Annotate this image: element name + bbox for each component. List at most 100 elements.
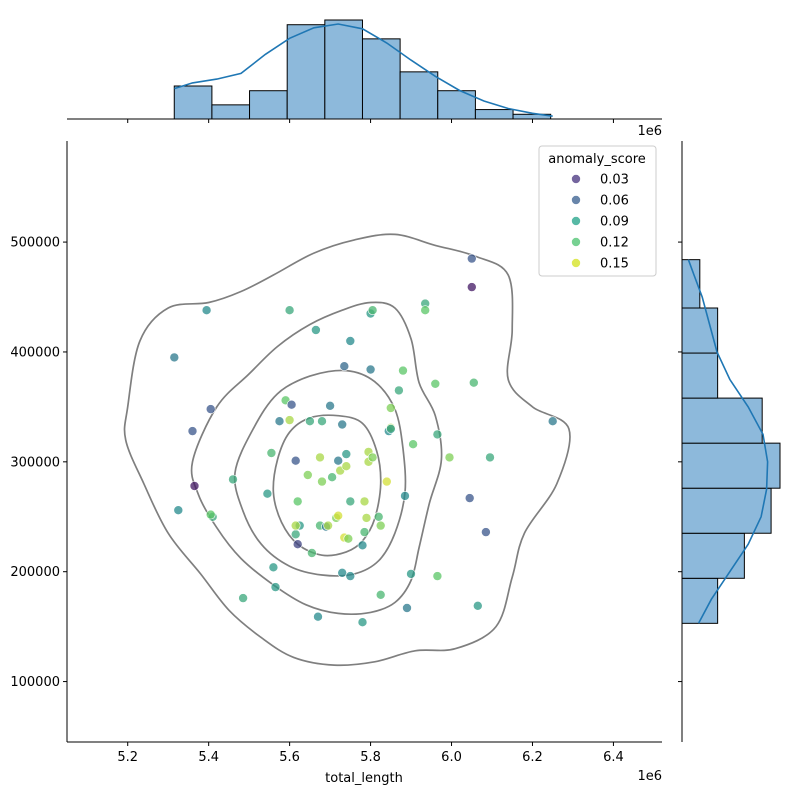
scatter-point [406, 569, 416, 579]
scatter-point [341, 449, 352, 459]
scatter-point [385, 403, 396, 413]
kde-contour [123, 233, 571, 667]
scatter-point [472, 600, 483, 611]
y-tick-label: 300000 [10, 455, 60, 470]
scatter-point [468, 377, 479, 388]
x-tick-label: 5.2 [117, 750, 138, 765]
scatter-point [385, 424, 396, 434]
scatter-point [317, 476, 327, 487]
scatter-point [311, 325, 321, 335]
scatter-point [189, 481, 200, 491]
legend-label: 0.09 [600, 215, 629, 230]
legend-label: 0.12 [600, 236, 629, 251]
scatter-point [173, 505, 184, 516]
y-tick-label: 500000 [10, 236, 60, 251]
scatter-point [361, 513, 372, 523]
y-hist-bar [681, 532, 745, 579]
scatter-point [343, 533, 354, 544]
scatter-point [305, 416, 315, 427]
scatter-point [357, 617, 368, 628]
scatter-point [400, 491, 410, 501]
scatter-point [481, 527, 491, 537]
scatter-point [367, 305, 378, 316]
scatter-point [327, 472, 337, 483]
scatter-point [205, 509, 216, 520]
y-kde-line [687, 259, 769, 624]
scatter-point [359, 527, 370, 537]
kde-contour [190, 301, 443, 615]
y-hist-bar [681, 577, 719, 624]
legend-marker [571, 216, 581, 226]
scatter-point [284, 415, 295, 425]
y-marginal-histogram [678, 141, 781, 742]
scatter-point [444, 452, 455, 463]
scatter-point [333, 510, 344, 521]
scatter-point [432, 571, 443, 581]
y-hist-bar [681, 352, 719, 399]
y-hist-bar [681, 442, 781, 489]
y-tick-label: 100000 [10, 675, 60, 690]
legend-marker [571, 258, 581, 268]
scatter-point [307, 548, 317, 558]
y-tick-label: 200000 [10, 565, 60, 580]
scatter-point [315, 452, 325, 463]
legend-title: anomaly_score [548, 152, 646, 167]
scatter-point [381, 476, 392, 487]
scatter-point [432, 429, 443, 440]
kde-contour [272, 414, 382, 557]
legend-label: 0.03 [600, 173, 629, 188]
scatter-point [359, 496, 370, 507]
kde-contours [123, 233, 571, 667]
scatter-point [373, 511, 384, 522]
scatter-point [333, 455, 344, 466]
scatter-point [266, 448, 277, 458]
scatter-point [270, 582, 281, 592]
x-kde-line [174, 23, 553, 117]
scatter-point [290, 520, 301, 531]
x-tick-label: 5.8 [360, 750, 381, 765]
legend-marker [571, 237, 581, 247]
scatter-point [302, 470, 313, 480]
scatter-point [466, 253, 477, 264]
x-hist-bar [399, 71, 439, 120]
scatter-point [169, 352, 180, 363]
scatter-point [341, 461, 352, 472]
scatter-points [169, 253, 558, 628]
scatter-point [325, 400, 335, 411]
scatter-point [201, 305, 212, 316]
scatter-point [357, 540, 368, 551]
x-hist-bar [249, 90, 288, 120]
axes: 5.2 5.4 5.6 5.8 6.0 6.2 6.4 100000 200000 300000 4… [10, 141, 662, 765]
scatter-point [547, 416, 558, 427]
scatter-point [292, 496, 303, 507]
scatter-point [398, 365, 408, 376]
scatter-point [345, 496, 356, 507]
y-hist-bar [681, 397, 763, 444]
scatter-point [394, 385, 404, 396]
scatter-point [339, 361, 350, 372]
legend-box [538, 145, 657, 277]
legend-marker [571, 195, 581, 205]
x-tick-label: 5.6 [279, 750, 300, 765]
scatter-point [402, 603, 412, 613]
scatter-point [284, 305, 295, 316]
y-tick-label: 400000 [10, 345, 60, 360]
x-axis-label: total_length [325, 771, 403, 786]
x-hist-bar [361, 38, 401, 120]
scatter-point [365, 364, 376, 375]
legend-marker [571, 174, 581, 184]
scatter-point [228, 474, 238, 485]
scatter-point [268, 562, 279, 573]
scatter-point [290, 529, 301, 540]
scatter-point [464, 493, 475, 503]
y-hist-bar [681, 487, 772, 534]
x-marginal-histogram [67, 19, 662, 123]
scatter-point [205, 404, 216, 414]
x-tick-label: 6.0 [441, 750, 462, 765]
scatter-point [313, 611, 323, 622]
x-offset-label: 1e6 [637, 769, 662, 784]
scatter-point [238, 593, 248, 603]
scatter-point [187, 426, 198, 436]
